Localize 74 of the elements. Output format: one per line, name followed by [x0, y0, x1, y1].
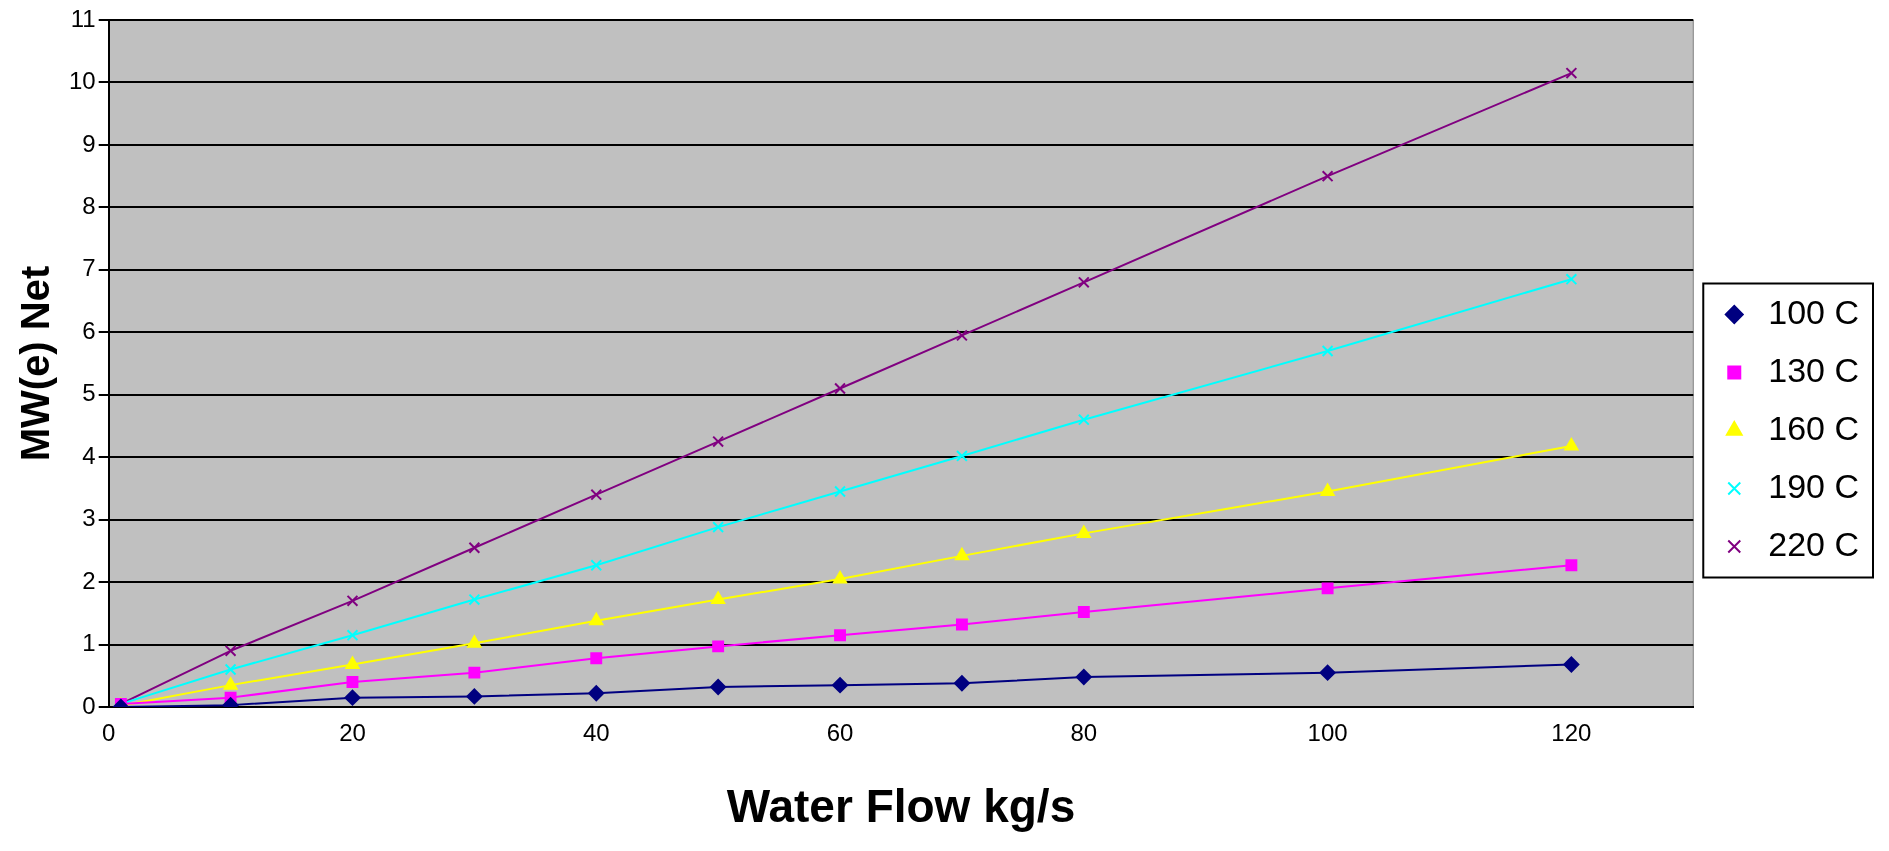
- point: [954, 547, 969, 561]
- point: [1076, 525, 1091, 538]
- point: [1319, 664, 1336, 681]
- point: [953, 675, 970, 692]
- point: [1565, 273, 1578, 286]
- point: [346, 594, 359, 607]
- point: [468, 666, 481, 679]
- x-tick-label: 40: [582, 719, 610, 747]
- point: [712, 521, 725, 534]
- x-tick-label: 120: [1551, 719, 1592, 747]
- point: [1321, 170, 1334, 183]
- point: [223, 677, 238, 690]
- point: [955, 329, 968, 342]
- point: [224, 644, 237, 657]
- point: [346, 629, 359, 642]
- y-tick-label: 5: [82, 379, 96, 407]
- point: [590, 559, 603, 572]
- y-tick-label: 0: [82, 691, 96, 719]
- point: [1321, 345, 1334, 357]
- point: [590, 488, 603, 501]
- point: [468, 593, 481, 606]
- legend-label: 160 C: [1768, 408, 1860, 447]
- point: [834, 629, 846, 642]
- point: [955, 449, 968, 462]
- point: [589, 612, 604, 626]
- point: [467, 635, 482, 648]
- point: [1077, 413, 1090, 426]
- point: [712, 640, 725, 653]
- legend-label: 190 C: [1768, 466, 1860, 505]
- point: [1565, 559, 1578, 572]
- point: [588, 685, 605, 702]
- x-tick-label: 0: [102, 719, 116, 747]
- x-tick-label: 20: [339, 719, 366, 747]
- x-tick-label: 60: [826, 719, 854, 747]
- y-tick-label: 2: [82, 566, 96, 594]
- point: [345, 656, 360, 670]
- legend-label: 130 C: [1768, 350, 1860, 389]
- point: [1563, 656, 1580, 673]
- point: [344, 689, 361, 706]
- y-tick-label: 11: [70, 4, 96, 32]
- point: [1564, 437, 1579, 451]
- point: [834, 382, 846, 395]
- y-tick-label: 7: [82, 254, 96, 282]
- y-tick-label: 3: [82, 504, 96, 532]
- point: [1320, 483, 1335, 497]
- point: [466, 688, 483, 705]
- x-axis-title: Water Flow kg/s: [726, 780, 1076, 833]
- point: [590, 652, 603, 665]
- point: [832, 570, 848, 584]
- point: [224, 663, 237, 676]
- y-tick-label: 6: [82, 316, 96, 344]
- point: [711, 591, 726, 605]
- x-tick-label: 80: [1070, 719, 1098, 747]
- y-tick-label: 9: [82, 129, 96, 157]
- x-tick-label: 100: [1307, 719, 1348, 747]
- point: [346, 676, 359, 688]
- point: [1321, 582, 1334, 595]
- y-axis-title: MW(e) Net: [13, 265, 58, 462]
- point: [955, 618, 968, 631]
- point: [1077, 276, 1090, 289]
- point: [834, 485, 846, 498]
- point: [468, 541, 481, 554]
- legend-label: 100 C: [1768, 292, 1860, 331]
- y-tick-label: 10: [68, 67, 96, 95]
- point: [712, 435, 725, 448]
- y-tick-label: 4: [82, 441, 96, 469]
- y-tick-label: 8: [82, 191, 96, 219]
- legend-label: 220 C: [1768, 524, 1860, 563]
- point: [1077, 606, 1090, 619]
- point: [1565, 67, 1578, 80]
- point: [1075, 669, 1092, 686]
- y-tick-label: 1: [82, 629, 96, 657]
- point: [832, 677, 849, 694]
- point: [710, 679, 727, 696]
